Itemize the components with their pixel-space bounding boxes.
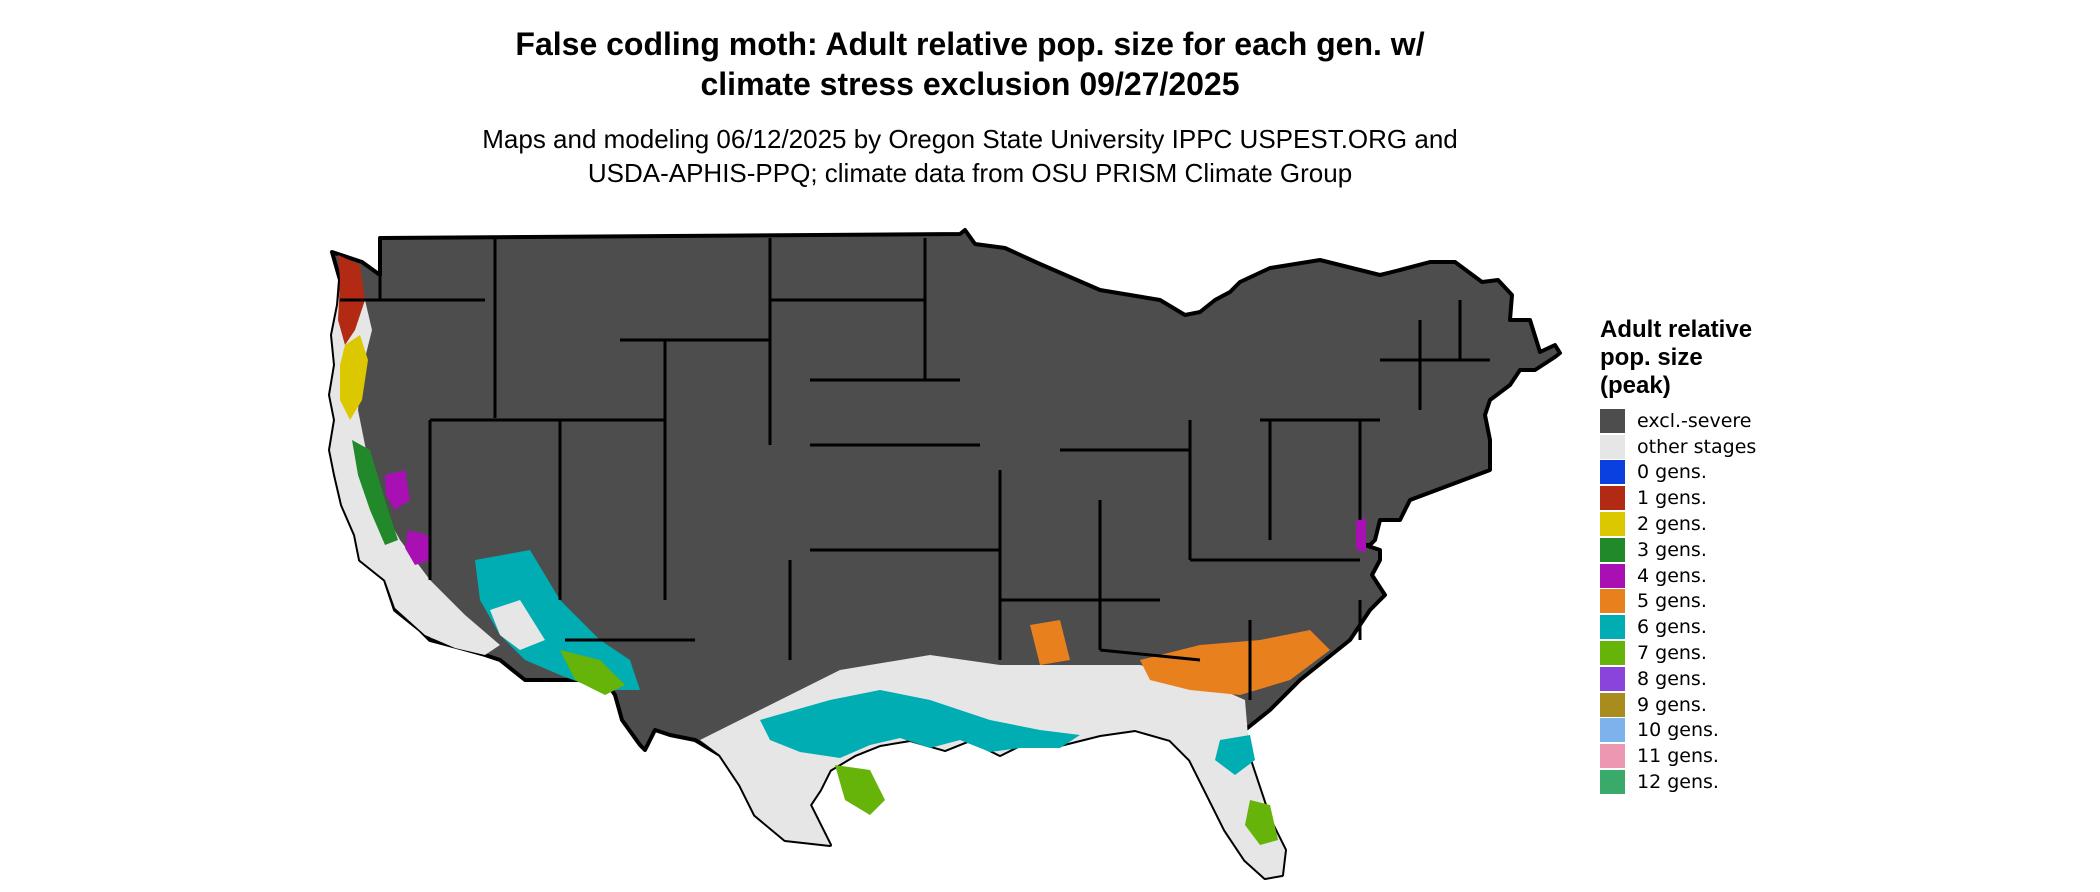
map-subtitle: Maps and modeling 06/12/2025 by Oregon S… — [0, 122, 1940, 190]
legend-label: 4 gens. — [1637, 564, 1707, 587]
legend-label: 6 gens. — [1637, 616, 1707, 639]
generation-overlay — [330, 255, 1366, 878]
legend-item: 8 gens. — [1600, 666, 1756, 692]
az-desert-7-gens — [560, 650, 625, 695]
legend-label: 1 gens. — [1637, 487, 1707, 510]
map-title-line-1: False codling moth: Adult relative pop. … — [515, 26, 1425, 62]
legend-swatch — [1600, 770, 1625, 795]
legend-item: 2 gens. — [1600, 511, 1756, 537]
legend-item: 6 gens. — [1600, 614, 1756, 640]
ca-coast-3-gens — [352, 440, 398, 545]
legend-swatch — [1600, 718, 1625, 743]
legend-swatch — [1600, 512, 1625, 537]
fl-7-gens — [1245, 800, 1278, 845]
legend-swatch — [1600, 563, 1625, 588]
legend-item: 0 gens. — [1600, 460, 1756, 486]
legend-swatch — [1600, 486, 1625, 511]
legend-label: 0 gens. — [1637, 461, 1707, 484]
legend-item: 10 gens. — [1600, 718, 1756, 744]
legend-item: 3 gens. — [1600, 537, 1756, 563]
legend-item: 12 gens. — [1600, 769, 1756, 795]
legend-item: 1 gens. — [1600, 485, 1756, 511]
or-coast-2-gens — [340, 335, 368, 420]
legend-title: Adult relative pop. size (peak) — [1600, 316, 1756, 400]
legend-item: excl.-severe — [1600, 408, 1756, 434]
legend-label: 3 gens. — [1637, 538, 1707, 561]
ca-valley-4-gens-a — [385, 470, 410, 510]
legend-swatch — [1600, 666, 1625, 691]
state-borders — [340, 238, 1490, 700]
legend-label: 5 gens. — [1637, 590, 1707, 613]
legend-label: 12 gens. — [1637, 771, 1719, 794]
legend-label: 8 gens. — [1637, 667, 1707, 690]
map-legend: Adult relative pop. size (peak) excl.-se… — [1600, 316, 1756, 795]
legend-label: 9 gens. — [1637, 693, 1707, 716]
legend-label: 11 gens. — [1637, 745, 1719, 768]
legend-items: excl.-severe other stages 0 gens. 1 gens. 2 … — [1600, 408, 1756, 795]
legend-item: 4 gens. — [1600, 563, 1756, 589]
legend-swatch — [1600, 615, 1625, 640]
legend-swatch — [1600, 537, 1625, 562]
gulf-6-gens — [760, 690, 1080, 758]
legend-swatch — [1600, 641, 1625, 666]
legend-swatch — [1600, 744, 1625, 769]
legend-swatch — [1600, 692, 1625, 717]
legend-label: 10 gens. — [1637, 719, 1719, 742]
legend-swatch — [1600, 434, 1625, 459]
map-title: False codling moth: Adult relative pop. … — [0, 24, 1940, 104]
sw-desert-other-stages — [490, 600, 545, 650]
legend-item: 11 gens. — [1600, 743, 1756, 769]
fl-6-gens — [1215, 735, 1255, 775]
legend-title-line-2: pop. size — [1600, 344, 1703, 371]
us-map — [328, 228, 1562, 880]
legend-label: other stages — [1637, 435, 1757, 458]
legend-item: 5 gens. — [1600, 589, 1756, 615]
legend-label: 2 gens. — [1637, 513, 1707, 536]
legend-label: excl.-severe — [1637, 409, 1752, 432]
map-subtitle-line-1: Maps and modeling 06/12/2025 by Oregon S… — [482, 124, 1458, 154]
legend-title-line-3: (peak) — [1600, 372, 1671, 399]
map-subtitle-line-2: USDA-APHIS-PPQ; climate data from OSU PR… — [587, 158, 1353, 188]
legend-title-line-1: Adult relative — [1600, 316, 1753, 343]
legend-swatch — [1600, 408, 1625, 433]
legend-label: 7 gens. — [1637, 642, 1707, 665]
legend-item: 7 gens. — [1600, 640, 1756, 666]
tx-coast-7-gens — [835, 765, 885, 815]
west-coast-other-stages — [330, 285, 500, 655]
legend-swatch — [1600, 589, 1625, 614]
ca-valley-4-gens-b — [405, 530, 432, 565]
map-title-line-2: climate stress exclusion 09/27/2025 — [700, 66, 1240, 102]
legend-swatch — [1600, 460, 1625, 485]
legend-item: 9 gens. — [1600, 692, 1756, 718]
sw-desert-6-gens — [475, 550, 640, 690]
legend-item: other stages — [1600, 434, 1756, 460]
nj-4-gens — [1356, 518, 1366, 552]
